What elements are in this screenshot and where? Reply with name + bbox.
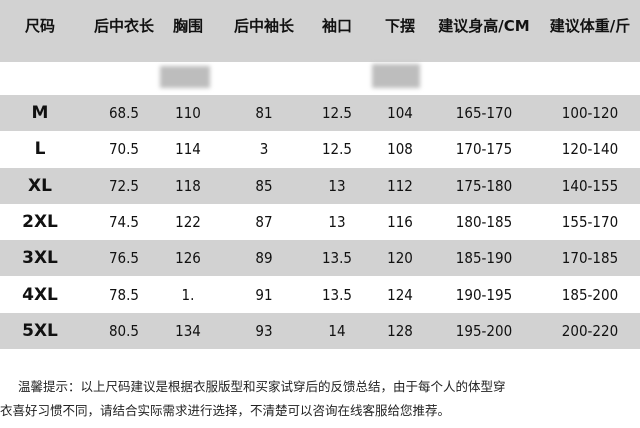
value-cell: 170-185: [561, 249, 619, 268]
value-cell: 93: [255, 321, 273, 340]
value-cell: 13.5: [321, 249, 353, 268]
value-cell: 85: [255, 176, 273, 195]
value-cell: 116: [387, 212, 413, 231]
size-cell: L: [34, 139, 46, 160]
value-cell: 200-220: [561, 321, 619, 340]
value-cell: 3: [259, 140, 269, 159]
value-cell: 126: [175, 249, 201, 268]
size-cell: M: [31, 103, 49, 123]
row-band: [0, 131, 640, 168]
value-cell: 80.5: [108, 321, 140, 340]
row-band: [0, 203, 640, 241]
value-cell: 13: [328, 176, 346, 195]
note-line: 温馨提示：以上尺码建议是根据衣服版型和买家试穿后的反馈总结，由于每个人的体型穿: [18, 379, 506, 394]
size-cell: XL: [28, 175, 52, 196]
header-cell: 后中衣长: [93, 17, 155, 35]
value-cell: 175-180: [455, 176, 513, 195]
value-cell: 68.5: [108, 104, 140, 122]
row-band: [0, 312, 640, 350]
size-cell: 2XL: [22, 211, 58, 232]
size-cell: 5XL: [22, 320, 58, 341]
value-cell: 185-200: [561, 285, 619, 304]
row-band: [0, 276, 640, 313]
value-cell: 87: [255, 212, 273, 231]
value-cell: 91: [255, 285, 273, 304]
value-cell: 112: [387, 176, 413, 195]
value-cell: 120-140: [561, 140, 619, 159]
header-cell: 建议体重/斤: [549, 17, 631, 35]
value-cell: 14: [328, 321, 346, 340]
value-cell: 1.: [181, 285, 195, 304]
value-cell: 134: [175, 321, 201, 340]
value-cell: 118: [175, 176, 201, 195]
value-cell: 108: [387, 140, 413, 159]
value-cell: 76.5: [108, 249, 140, 268]
value-cell: 140-155: [561, 176, 619, 195]
value-cell: 155-170: [561, 212, 619, 231]
value-cell: 122: [175, 212, 201, 231]
header-cell: 胸围: [172, 17, 204, 35]
value-cell: 124: [387, 285, 413, 304]
value-cell: 170-175: [455, 140, 513, 159]
header-cell: 尺码: [24, 17, 56, 35]
header-cell: 袖口: [321, 17, 353, 35]
value-cell: 128: [387, 321, 413, 340]
value-cell: 195-200: [455, 321, 513, 340]
value-cell: 89: [255, 249, 273, 268]
row-band: [0, 167, 640, 204]
value-cell: 114: [175, 140, 201, 159]
value-cell: 72.5: [108, 176, 140, 195]
row-band: [0, 240, 640, 277]
value-cell: 70.5: [108, 140, 140, 159]
value-cell: 12.5: [321, 104, 353, 122]
value-cell: 180-185: [455, 212, 513, 231]
value-cell: 165-170: [455, 104, 513, 122]
value-cell: 78.5: [108, 285, 140, 304]
size-cell: 3XL: [22, 248, 58, 269]
smudge: [160, 66, 210, 88]
size-cell: 4XL: [22, 284, 58, 305]
header-band: [0, 0, 640, 62]
value-cell: 12.5: [321, 140, 353, 159]
note-line: 衣喜好习惯不同，请结合实际需求进行选择，不清楚可以咨询在线客服给您推荐。: [0, 403, 451, 418]
value-cell: 13: [328, 212, 346, 231]
header-cell: 下摆: [384, 17, 416, 35]
value-cell: 110: [175, 104, 201, 122]
value-cell: 100-120: [561, 104, 619, 122]
header-cell: 后中袖长: [233, 17, 295, 35]
value-cell: 104: [387, 104, 413, 122]
value-cell: 74.5: [108, 212, 140, 231]
value-cell: 81: [255, 104, 273, 122]
header-cell: 建议身高/CM: [438, 17, 530, 35]
value-cell: 190-195: [455, 285, 513, 304]
value-cell: 13.5: [321, 285, 353, 304]
row-band: [0, 95, 640, 132]
smudge: [372, 64, 420, 88]
value-cell: 120: [387, 249, 413, 268]
value-cell: 185-190: [455, 249, 513, 268]
